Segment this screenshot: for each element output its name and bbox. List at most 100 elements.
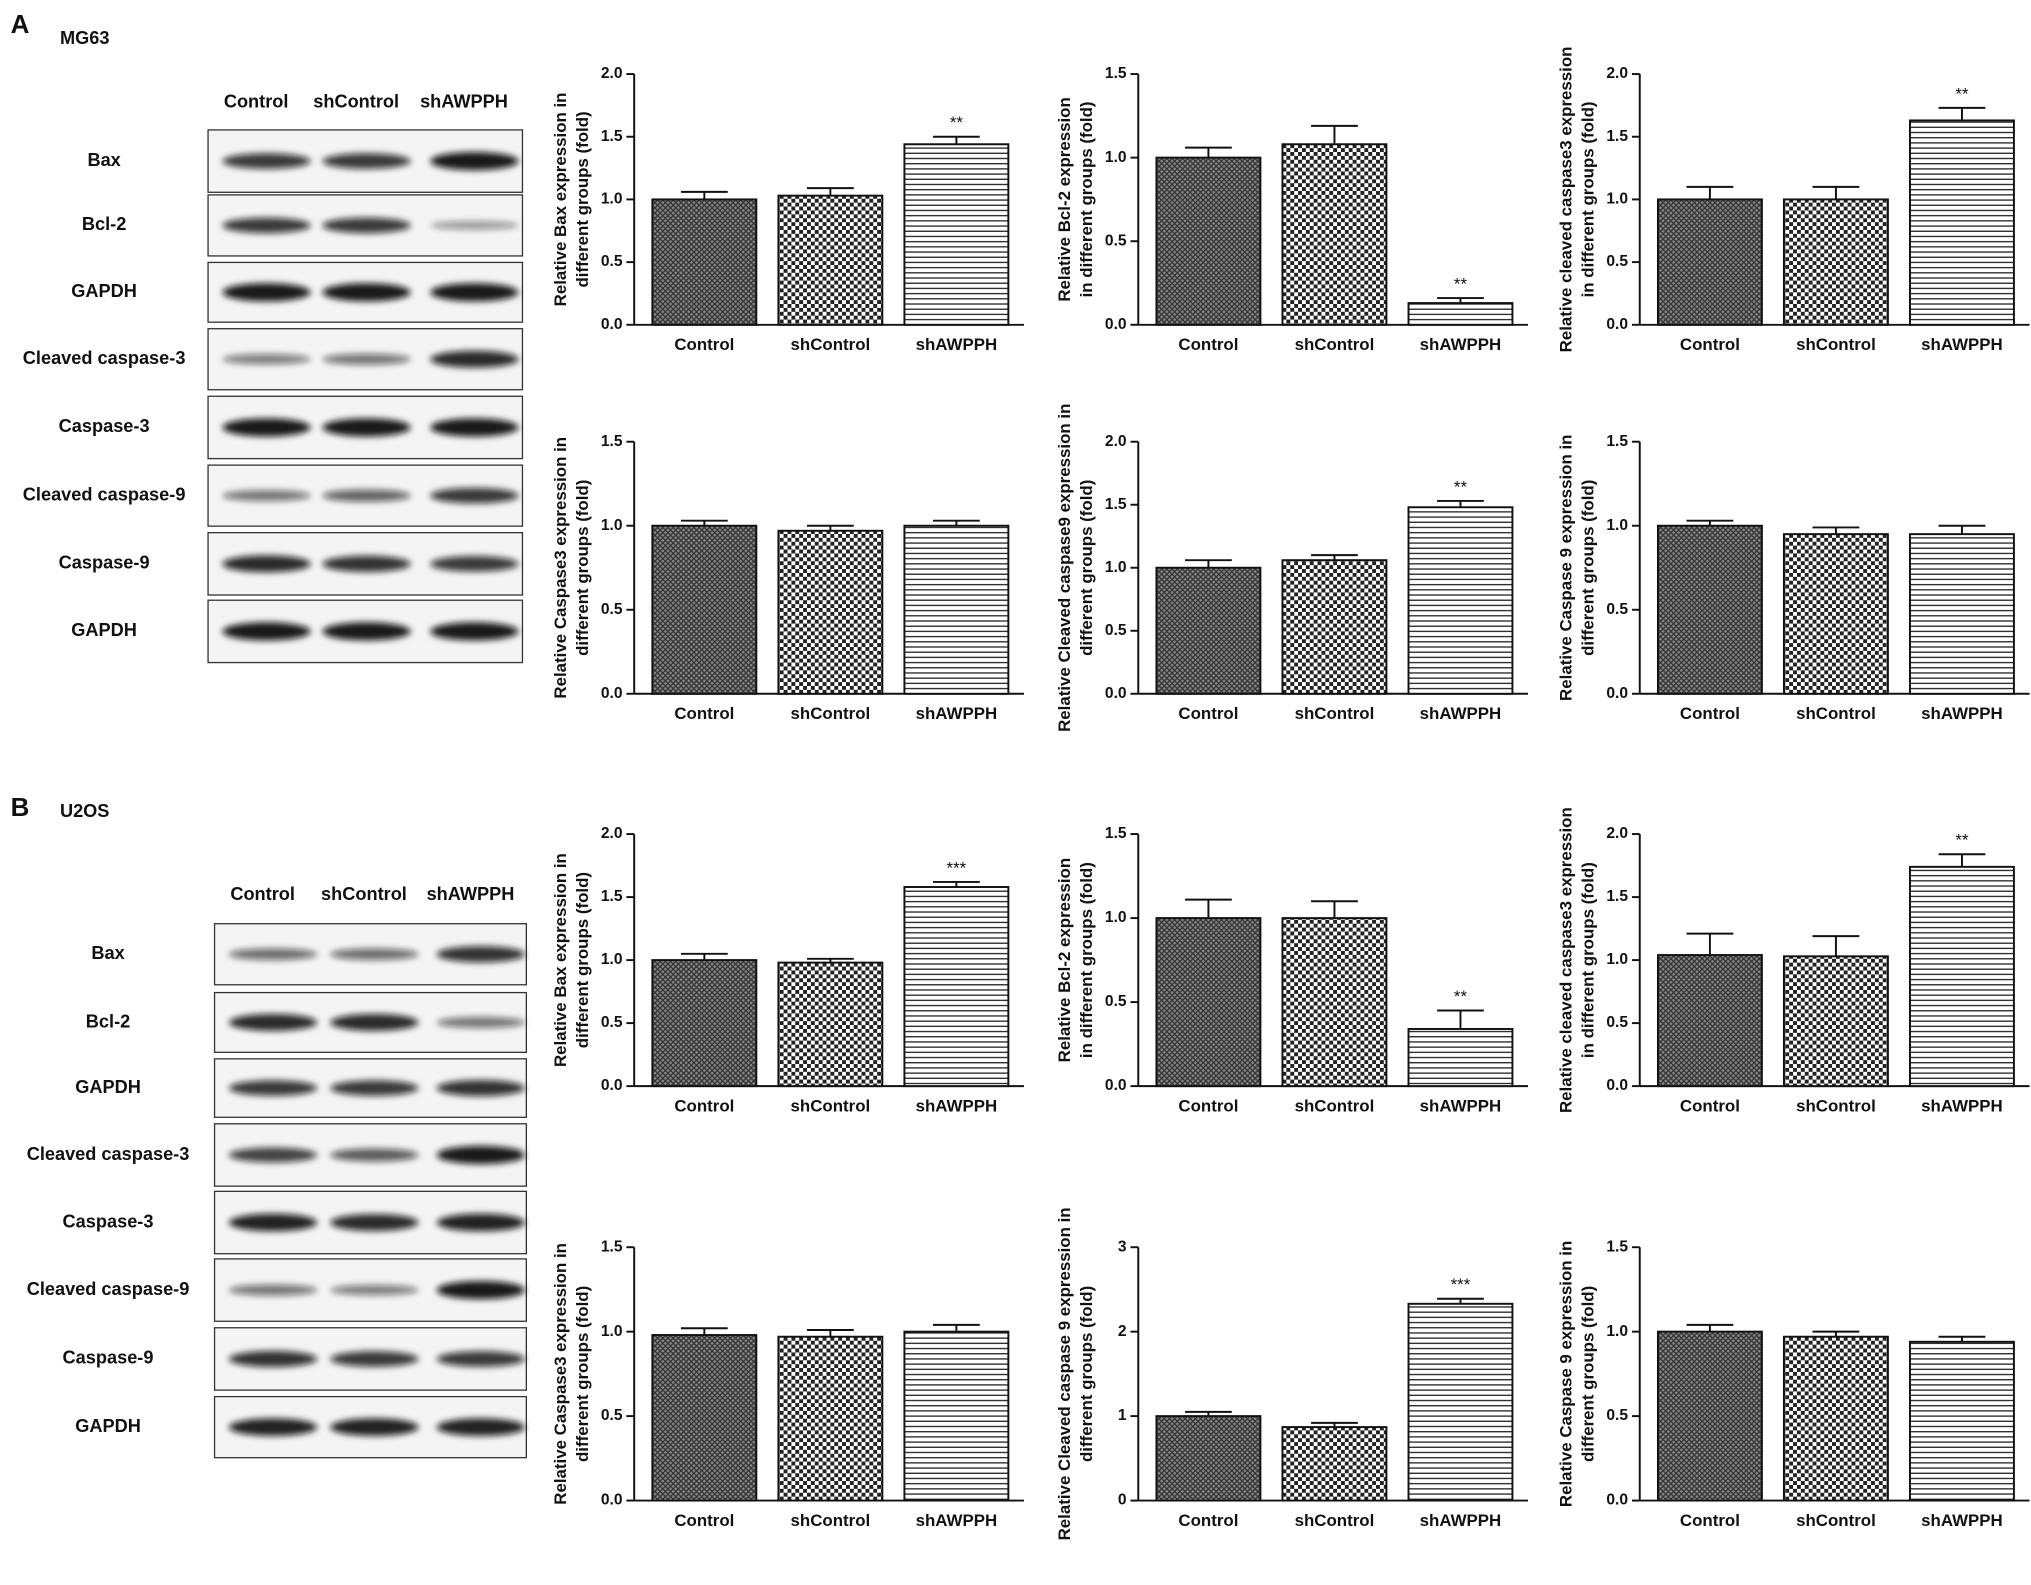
y-tick-label: 1.0 [1606,1323,1628,1340]
bar [651,1334,758,1502]
significance: *** [947,858,967,877]
y-tick-label: 3 [1118,1238,1127,1255]
y-tick-label: 1.0 [601,1323,623,1340]
x-tick-label: shAWPPH [916,704,998,723]
y-tick-label: 0.0 [601,316,623,333]
lane-label: Control [230,884,295,904]
y-tick-label: 0.0 [601,1077,623,1094]
y-tick-label: 1.5 [601,433,623,450]
y-tick-label: 1.5 [1105,65,1127,82]
band [222,153,311,169]
y-axis-label: different groups (fold) [1077,1286,1096,1462]
band [436,1418,526,1436]
y-tick-label: 0.5 [1606,253,1628,270]
band [330,1351,419,1367]
x-tick-label: shControl [1295,1511,1375,1530]
band [222,555,311,573]
blot-label: Cleaved caspase-3 [23,348,186,368]
bar [1909,865,2015,1088]
bar [651,198,758,326]
y-tick-label: 0.0 [1606,1492,1628,1509]
blot-bands [228,1418,526,1436]
y-tick-label: 0.0 [1606,1077,1628,1094]
blot-label: Bcl-2 [86,1011,130,1031]
lane-label: shControl [321,884,407,904]
bar [903,1330,1010,1502]
y-tick-label: 0.0 [601,685,623,702]
bar [1656,1330,1763,1502]
bar [1782,533,1889,695]
band [436,1079,526,1097]
y-axis-label: Relative Caspase3 expression in [551,437,570,699]
y-axis-label: Relative Cleaved caspase 9 expression in [1055,1207,1074,1540]
y-tick-label: 0.5 [1105,232,1127,249]
band [436,1016,526,1028]
blot-label: Bcl-2 [82,214,126,234]
bar [1155,1415,1262,1502]
y-tick-label: 1.5 [1606,128,1628,145]
band [322,622,411,641]
band [322,489,411,502]
x-tick-label: shControl [791,1511,871,1530]
y-tick-label: 1.0 [1105,559,1127,576]
band [322,555,411,572]
blot-bands [228,1350,526,1368]
y-axis-label: in different groups (fold) [1077,862,1096,1058]
y-tick-label: 0.5 [1105,622,1127,639]
y-tick-label: 1.0 [1105,149,1127,166]
blot-bands [222,555,519,573]
x-tick-label: Control [674,1511,734,1530]
y-tick-label: 1.5 [601,128,623,145]
x-tick-label: Control [674,335,734,354]
y-tick-label: 2.0 [1606,65,1628,82]
lane-label: shAWPPH [420,91,508,111]
y-tick-label: 1.5 [601,888,623,905]
bar [1656,954,1763,1088]
bar [1155,917,1262,1088]
x-tick-label: shAWPPH [1921,1096,2003,1115]
y-axis-label: Relative Bcl-2 expression [1055,97,1074,301]
bar [903,524,1010,695]
y-axis-label: Relative Cleaved caspase9 expression in [1055,404,1074,732]
y-tick-label: 0.0 [601,1492,623,1509]
y-tick-label: 1.0 [1606,951,1628,968]
band [222,217,311,234]
bar [1909,119,2015,326]
bar [1656,524,1763,695]
bar [777,961,884,1088]
y-tick-label: 2.0 [601,65,623,82]
bar [1281,559,1388,695]
x-tick-label: Control [674,1096,734,1115]
band [436,946,526,963]
blot-bands [222,622,519,641]
bar [1909,533,2015,695]
y-tick-label: 0.5 [1606,1407,1628,1424]
y-tick-label: 1.0 [601,517,623,534]
x-tick-label: shAWPPH [1420,1096,1502,1115]
y-tick-label: 1.5 [1606,888,1628,905]
x-tick-label: shAWPPH [916,1511,998,1530]
blot-label: GAPDH [75,1077,141,1097]
band [330,1080,419,1096]
y-axis-label: different groups (fold) [573,111,592,287]
y-tick-label: 0.0 [1105,1077,1127,1094]
band [330,1284,419,1296]
x-tick-label: shAWPPH [1420,704,1502,723]
y-tick-label: 0.0 [1105,685,1127,702]
x-tick-label: shControl [1796,704,1876,723]
bar [1281,917,1388,1088]
x-tick-label: shControl [791,704,871,723]
bar [1407,506,1514,695]
band [322,353,411,365]
blot-bands [222,487,519,504]
band [330,948,419,961]
blot-bands [228,1014,526,1031]
significance: ** [1454,477,1468,496]
y-tick-label: 2.0 [1606,825,1628,842]
band [330,1214,419,1231]
band [430,487,519,504]
lane-label: Control [224,91,289,111]
y-axis-label: in different groups (fold) [1579,101,1598,297]
x-tick-label: Control [674,704,734,723]
y-axis-label: Relative cleaved caspase3 expression [1556,807,1575,1113]
